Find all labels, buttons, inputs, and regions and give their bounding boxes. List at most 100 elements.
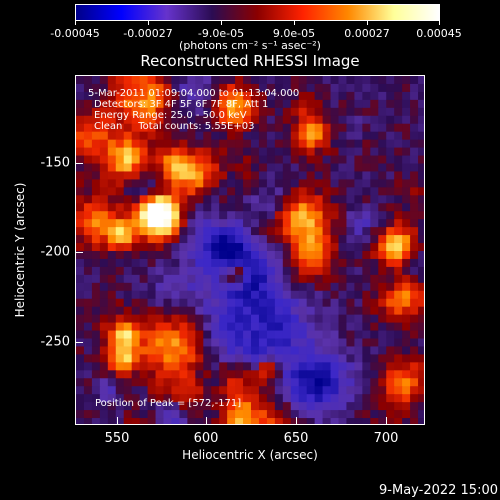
image-pixel [115, 354, 125, 363]
image-pixel [179, 402, 188, 411]
y-tick-label: -150 [40, 155, 70, 171]
image-pixel [76, 386, 85, 395]
image-pixel [394, 290, 403, 300]
image-pixel [227, 187, 236, 196]
image-pixel [163, 187, 173, 196]
image-pixel [115, 410, 125, 419]
image-pixel [139, 418, 149, 424]
image-pixel [298, 266, 308, 276]
image-pixel [402, 99, 411, 109]
image-pixel [179, 370, 188, 379]
image-pixel [266, 402, 276, 411]
image-pixel [211, 258, 220, 268]
image-pixel [131, 322, 141, 332]
image-pixel [418, 274, 424, 284]
image-pixel [83, 274, 93, 284]
image-pixel [251, 322, 260, 332]
image-pixel [235, 306, 244, 316]
image-pixel [99, 282, 109, 292]
image-pixel [83, 258, 93, 268]
image-pixel [99, 346, 109, 355]
image-pixel [314, 227, 324, 236]
image-pixel [147, 195, 157, 204]
image-pixel [402, 362, 411, 371]
colorbar-tickmark [221, 21, 222, 25]
image-pixel [195, 123, 204, 133]
image-pixel [251, 155, 260, 165]
image-pixel [274, 354, 284, 363]
image-pixel [243, 282, 252, 292]
image-pixel [314, 418, 324, 424]
image-pixel [147, 394, 157, 403]
image-pixel [99, 410, 109, 419]
image-pixel [163, 235, 173, 244]
image-pixel [99, 243, 109, 252]
image-pixel [115, 418, 125, 424]
image-pixel [282, 155, 292, 165]
image-pixel [211, 322, 220, 332]
image-pixel [83, 338, 93, 348]
image-pixel [314, 251, 324, 260]
image-pixel [195, 410, 204, 419]
image-pixel [362, 266, 371, 276]
image-pixel [290, 139, 300, 149]
image-pixel [251, 251, 260, 260]
image-pixel [179, 251, 188, 260]
image-pixel [115, 227, 125, 236]
image-pixel [243, 155, 252, 165]
image-pixel [219, 338, 228, 348]
image-pixel [187, 330, 196, 340]
image-pixel [410, 123, 419, 133]
image-pixel [123, 203, 133, 212]
image-pixel [211, 115, 220, 125]
image-pixel [306, 83, 316, 93]
image-pixel [322, 211, 332, 220]
image-pixel [243, 258, 252, 268]
image-pixel [99, 251, 109, 260]
image-pixel [179, 306, 188, 316]
image-pixel [402, 203, 411, 212]
image-pixel [298, 115, 308, 125]
image-pixel [354, 322, 363, 332]
image-pixel [314, 243, 324, 252]
image-pixel [83, 362, 93, 371]
image-pixel [139, 282, 149, 292]
image-pixel [131, 187, 141, 196]
image-pixel [195, 258, 204, 268]
image-pixel [155, 155, 165, 165]
image-pixel [147, 338, 157, 348]
image-pixel [314, 274, 324, 284]
image-pixel [402, 298, 411, 308]
image-pixel [227, 266, 236, 276]
image-pixel [219, 306, 228, 316]
image-pixel [131, 386, 141, 395]
image-pixel [83, 139, 93, 149]
image-pixel [211, 290, 220, 300]
image-pixel [139, 410, 149, 419]
image-pixel [203, 378, 212, 387]
image-pixel [338, 171, 348, 180]
image-pixel [322, 330, 332, 340]
image-pixel [354, 99, 363, 109]
image-pixel [370, 258, 379, 268]
image-pixel [107, 171, 117, 180]
image-pixel [195, 147, 204, 157]
image-pixel [131, 402, 141, 411]
image-pixel [76, 314, 85, 324]
image-pixel [290, 83, 300, 93]
image-pixel [155, 139, 165, 149]
image-pixel [179, 107, 188, 117]
image-pixel [163, 394, 173, 403]
image-pixel [410, 203, 419, 212]
image-pixel [163, 370, 173, 379]
y-axis-label: Heliocentric Y (arcsec) [13, 182, 27, 318]
image-pixel [418, 410, 424, 419]
image-pixel [258, 139, 268, 149]
image-pixel [386, 171, 395, 180]
image-pixel [76, 298, 85, 308]
image-pixel [235, 298, 244, 308]
image-pixel [274, 171, 284, 180]
image-pixel [91, 330, 101, 340]
image-pixel [394, 251, 403, 260]
image-pixel [131, 394, 141, 403]
